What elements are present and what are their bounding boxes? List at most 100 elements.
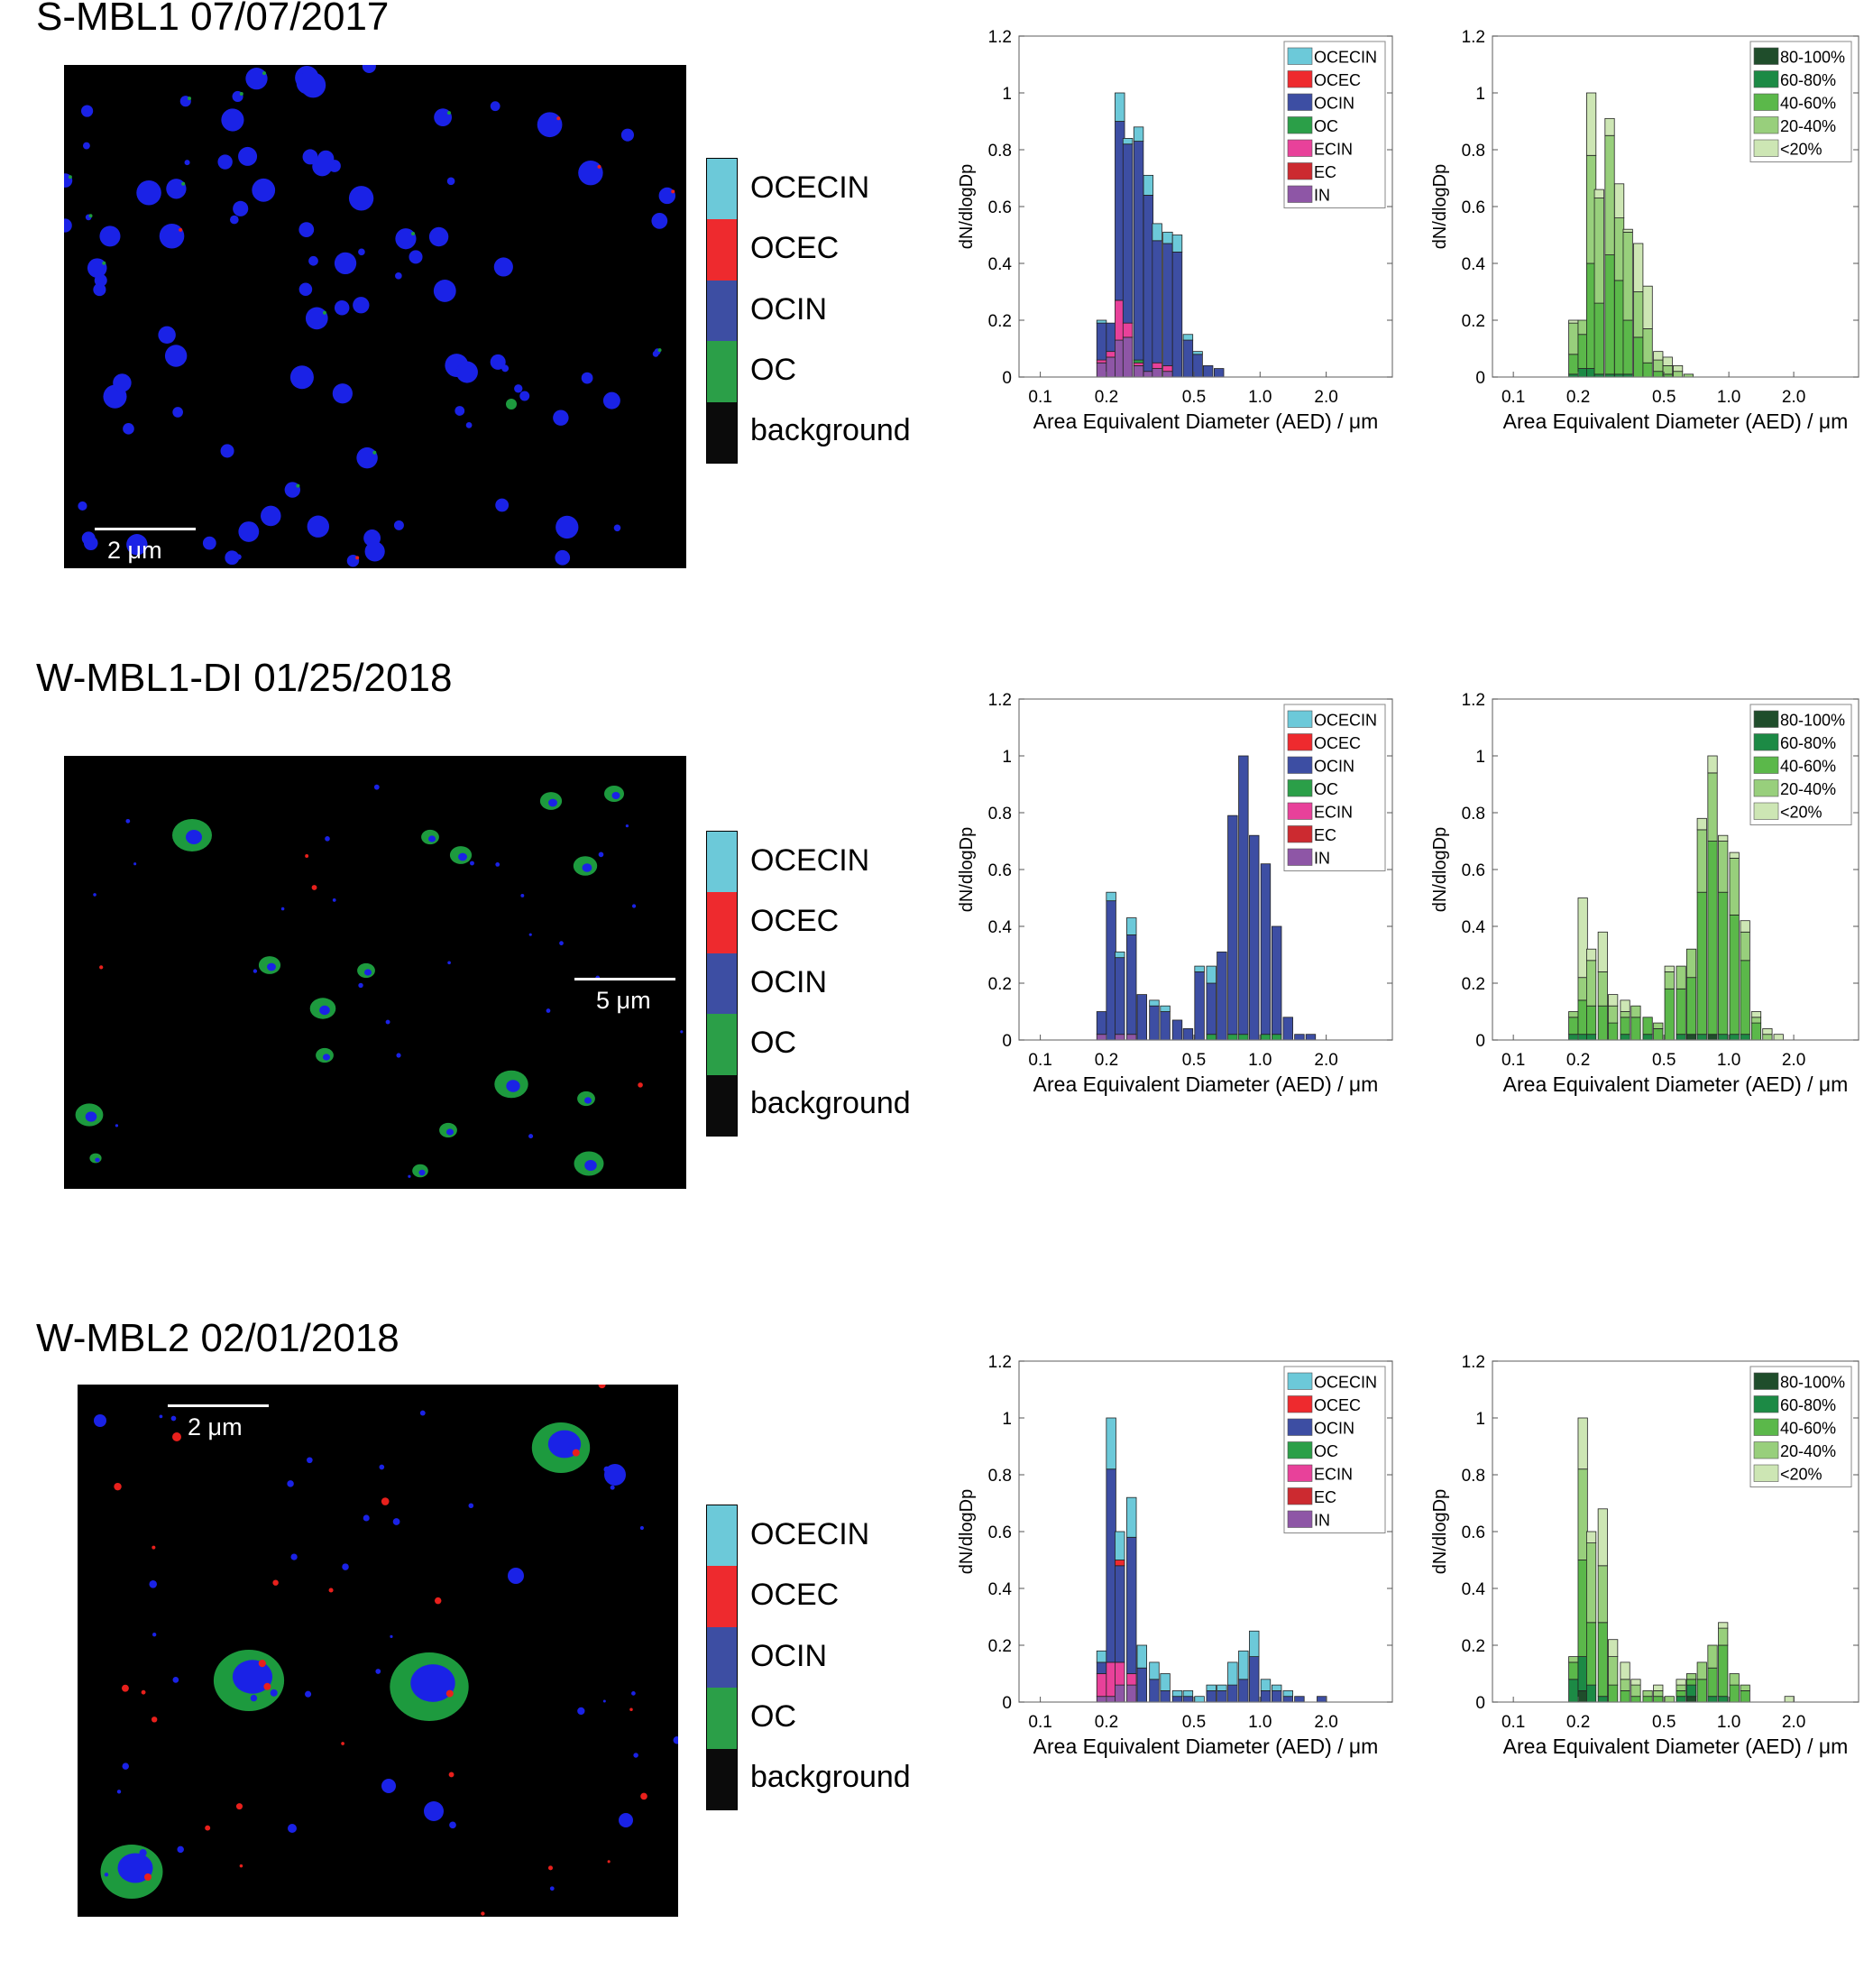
legend-label: OCEC xyxy=(1314,1396,1361,1414)
bar-segment xyxy=(1597,1696,1608,1703)
y-tick-label: 0 xyxy=(1002,1032,1012,1051)
x-tick-label: 0.1 xyxy=(1501,1051,1525,1070)
particle xyxy=(358,248,365,256)
colorbar xyxy=(706,831,738,1137)
colorbar-swatch-ocin xyxy=(707,280,737,342)
bar-segment xyxy=(1143,174,1154,196)
colorbar xyxy=(706,1505,738,1810)
bar-segment xyxy=(1718,1627,1729,1646)
bar-segment xyxy=(1729,1034,1740,1041)
bar-segment xyxy=(1260,1034,1272,1041)
bar-segment xyxy=(1685,1696,1697,1703)
particle xyxy=(602,1699,606,1703)
bar-segment xyxy=(1115,957,1125,1035)
particle xyxy=(252,178,276,202)
bar-segment xyxy=(1122,322,1134,338)
y-axis-label: dN/dlogDp xyxy=(957,164,977,250)
bar-segment xyxy=(1707,1644,1718,1669)
bar-segment xyxy=(1676,988,1686,1035)
bar-segment xyxy=(1214,368,1225,378)
y-tick-label: 1 xyxy=(1475,85,1485,104)
particle xyxy=(121,1684,129,1692)
particle-inclusion xyxy=(411,231,416,235)
y-tick-label: 0.4 xyxy=(1462,1580,1486,1599)
legend-swatch xyxy=(1287,1464,1313,1482)
legend-label: ECIN xyxy=(1314,1466,1353,1484)
bar-segment xyxy=(1115,1661,1125,1686)
particle xyxy=(172,1676,179,1683)
particle xyxy=(217,154,233,170)
bar-segment xyxy=(1133,362,1144,366)
bar-segment xyxy=(1115,1034,1125,1041)
particle xyxy=(94,1414,106,1427)
particle xyxy=(342,1563,349,1570)
x-tick-label: 0.2 xyxy=(1095,1051,1118,1070)
bar-segment xyxy=(1620,1017,1630,1035)
bar-segment xyxy=(1750,1022,1762,1041)
bar-segment xyxy=(1577,1034,1588,1041)
bar-segment xyxy=(1642,1696,1653,1703)
bar-segment xyxy=(1227,1034,1238,1041)
particle xyxy=(598,1385,606,1389)
bar-segment xyxy=(1136,1667,1147,1703)
particle xyxy=(381,1779,396,1793)
bar-segment xyxy=(1577,1560,1588,1657)
y-tick-label: 1 xyxy=(1002,748,1012,767)
bar-segment xyxy=(1633,336,1644,378)
particle-core xyxy=(583,1097,592,1104)
particle xyxy=(80,105,94,117)
panel-row-3: W-MBL2 02/01/2018 2 μm OCECIN OCEC OCIN OC b… xyxy=(0,1316,1864,1988)
x-axis-label: Area Equivalent Diameter (AED) / μm xyxy=(1503,1735,1849,1758)
legend-label: OCECIN xyxy=(1314,1374,1377,1392)
legend-label: 20-40% xyxy=(1780,1442,1836,1460)
y-axis-label: dN/dlogDp xyxy=(957,827,977,913)
legend-label: 40-60% xyxy=(1780,1420,1836,1438)
legend-label: EC xyxy=(1314,826,1336,844)
bar-segment xyxy=(1620,1689,1630,1703)
bar-segment xyxy=(1143,194,1154,373)
particle xyxy=(424,1801,444,1821)
legend-swatch xyxy=(1287,162,1313,180)
legend-swatch xyxy=(1753,733,1779,751)
particle xyxy=(528,1134,534,1139)
y-tick-label: 0.8 xyxy=(1462,805,1485,824)
bar-segment xyxy=(1126,1536,1137,1674)
particle xyxy=(151,1716,158,1723)
particle xyxy=(620,128,634,142)
colorbar-label: background xyxy=(750,1086,911,1121)
legend-label: 60-80% xyxy=(1780,1396,1836,1414)
bar-segment xyxy=(1707,772,1718,842)
x-tick-label: 0.1 xyxy=(1028,388,1051,407)
bar-segment xyxy=(1106,1661,1116,1698)
legend-label: OC xyxy=(1314,117,1338,135)
particle-inclusion xyxy=(372,450,377,455)
colorbar-swatch-ocecin xyxy=(707,1505,737,1567)
y-tick-label: 0.2 xyxy=(1462,1637,1485,1656)
particle xyxy=(629,1707,633,1712)
particle-inclusion xyxy=(181,181,186,186)
bar-segment xyxy=(1642,1689,1653,1698)
legend-swatch xyxy=(1753,1372,1779,1390)
y-tick-label: 0.4 xyxy=(1462,918,1486,937)
scale-bar xyxy=(168,1404,269,1407)
bar-segment xyxy=(1192,351,1203,355)
bar-segment xyxy=(1586,1531,1597,1543)
bar-segment xyxy=(1642,362,1653,378)
particle xyxy=(381,1497,390,1505)
particle-map xyxy=(75,784,684,1178)
bar-segment xyxy=(1149,1005,1160,1041)
particle xyxy=(78,501,87,511)
scale-bar-label: 5 μm xyxy=(596,987,651,1014)
particle xyxy=(307,515,330,538)
particle xyxy=(508,1568,524,1584)
bar-segment xyxy=(1106,891,1116,902)
composition-histogram: 0 0.2 0.4 0.6 0.8 1 1.2 0.1 0.2 0.5 1.0 2.0 dN/dlogD… xyxy=(957,28,1393,433)
bar-segment xyxy=(1149,1679,1160,1703)
bar-segment xyxy=(1630,1005,1641,1018)
colorbar-label: background xyxy=(750,1760,911,1795)
bar-segment xyxy=(1126,1496,1137,1538)
legend-swatch xyxy=(1287,139,1313,157)
x-tick-label: 0.1 xyxy=(1028,1713,1051,1732)
y-tick-label: 0.4 xyxy=(1462,255,1486,274)
bar-segment xyxy=(1122,143,1134,324)
